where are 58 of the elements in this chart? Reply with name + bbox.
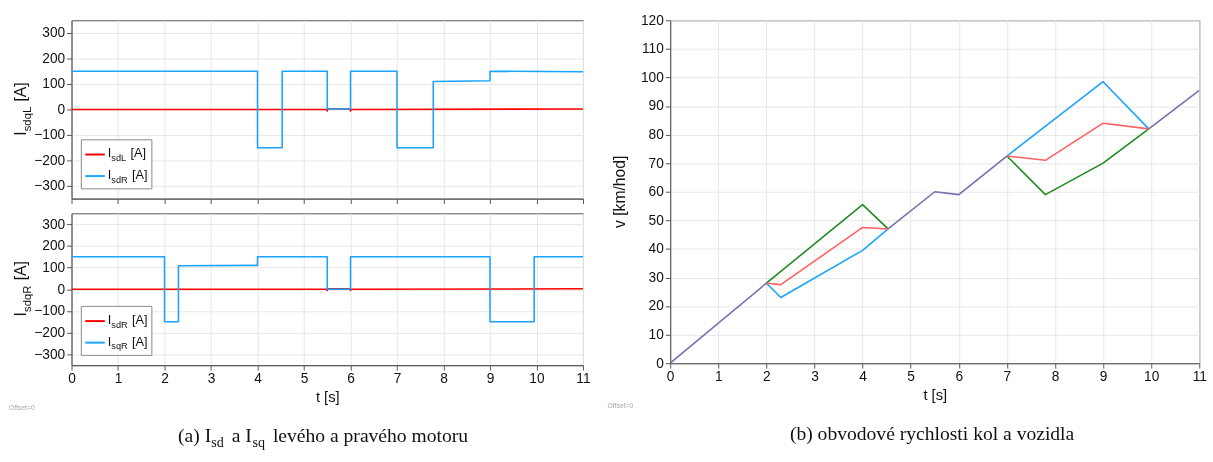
y-tick-label: 90 (648, 98, 665, 114)
y-tick-label: 200 (42, 238, 66, 254)
x-tick-label: 8 (1051, 369, 1060, 385)
y-tick-label: 300 (42, 216, 66, 232)
y-tick-label: 20 (648, 298, 665, 314)
text: (b) obvodové rychlosti kol a vozidla (789, 422, 1075, 445)
y-tick-label: 110 (641, 41, 665, 57)
x-tick-label: 6 (347, 371, 356, 387)
y-tick-label: 70 (648, 155, 665, 171)
x-tick-label: 10 (529, 371, 545, 387)
y-tick-label: −100 (34, 303, 66, 319)
y-tick-label: −300 (34, 178, 66, 194)
x-tick-label: 7 (1003, 369, 1012, 385)
y-tick-label: 50 (648, 212, 665, 228)
x-tick-label: 6 (955, 369, 964, 385)
x-tick-label: 3 (811, 369, 820, 385)
y-tick-label: 300 (42, 25, 66, 41)
y-axis-title: IsdqL [A] (12, 82, 34, 136)
y-tick-label: 0 (656, 355, 665, 371)
y-axis-title: v [km/hod] (611, 155, 629, 228)
x-tick-label: 2 (763, 369, 771, 385)
y-tick-label: 0 (57, 101, 66, 117)
x-tick-label: 2 (161, 371, 169, 387)
x-tick-label: 0 (666, 369, 675, 385)
y-tick-label: 40 (648, 241, 665, 257)
y-tick-label: 100 (42, 259, 66, 275)
y-tick-label: 60 (648, 184, 665, 200)
y-tick-label: −300 (34, 346, 66, 362)
x-tick-label: 7 (393, 371, 402, 387)
y-tick-label: 200 (42, 50, 66, 66)
x-tick-label: 3 (207, 371, 216, 387)
y-tick-label: 120 (640, 12, 665, 28)
x-axis-title: t [s] (923, 386, 948, 403)
x-tick-label: 9 (1099, 369, 1108, 385)
x-axis-title: t [s] (315, 388, 340, 405)
x-tick-label: 4 (859, 369, 868, 385)
y-tick-label: 0 (57, 281, 66, 297)
line-series (71, 70, 583, 149)
y-axis-title: IsdqR [A] (12, 261, 34, 317)
x-tick-label: 10 (1144, 369, 1160, 385)
x-tick-label: 5 (300, 371, 309, 387)
x-tick-label: 4 (254, 371, 263, 387)
y-tick-label: −200 (34, 152, 66, 168)
y-tick-label: 80 (648, 127, 665, 143)
y-tick-label: 10 (648, 327, 665, 343)
x-tick-label: 11 (576, 371, 591, 387)
y-tick-label: −200 (34, 325, 66, 341)
x-tick-label: 5 (907, 369, 916, 385)
x-tick-label: 11 (1192, 369, 1207, 385)
x-tick-label: 9 (486, 371, 495, 387)
y-tick-label: −100 (34, 127, 66, 143)
y-tick-label: 30 (648, 269, 665, 285)
x-tick-label: 8 (440, 371, 449, 387)
y-tick-label: 100 (42, 76, 66, 92)
x-tick-label: 1 (714, 369, 723, 385)
x-tick-label: 1 (114, 371, 123, 387)
y-tick-label: 100 (640, 69, 665, 85)
x-tick-label: 0 (68, 371, 77, 387)
